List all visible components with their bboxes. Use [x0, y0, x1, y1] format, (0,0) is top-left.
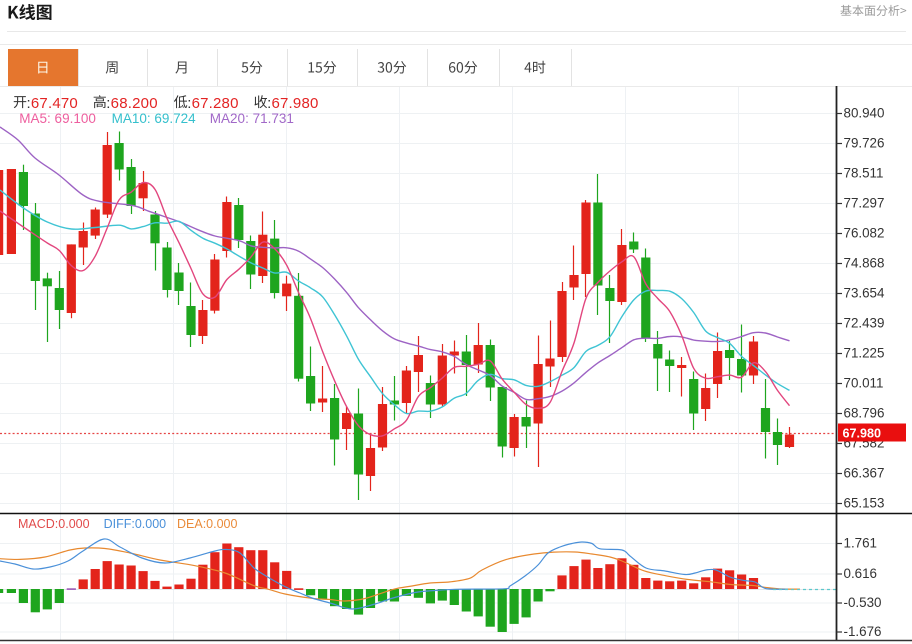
svg-text:76.082: 76.082 [844, 226, 885, 241]
svg-text:66.367: 66.367 [844, 466, 885, 481]
svg-text:-0.530: -0.530 [844, 595, 882, 610]
svg-text:70.011: 70.011 [844, 376, 884, 391]
svg-text:73.654: 73.654 [844, 286, 886, 301]
svg-text:65.153: 65.153 [844, 496, 885, 511]
svg-text:68.796: 68.796 [844, 406, 885, 421]
svg-text:72.439: 72.439 [844, 316, 885, 331]
svg-text:77.297: 77.297 [844, 196, 885, 211]
svg-text:74.868: 74.868 [844, 256, 885, 271]
svg-text:78.511: 78.511 [844, 166, 884, 181]
svg-text:0.616: 0.616 [844, 566, 878, 581]
svg-text:1.761: 1.761 [844, 536, 878, 551]
svg-text:79.726: 79.726 [844, 136, 885, 151]
svg-text:-1.676: -1.676 [844, 624, 882, 639]
svg-text:67.980: 67.980 [843, 426, 882, 440]
svg-text:71.225: 71.225 [844, 346, 885, 361]
svg-text:80.940: 80.940 [844, 106, 885, 121]
